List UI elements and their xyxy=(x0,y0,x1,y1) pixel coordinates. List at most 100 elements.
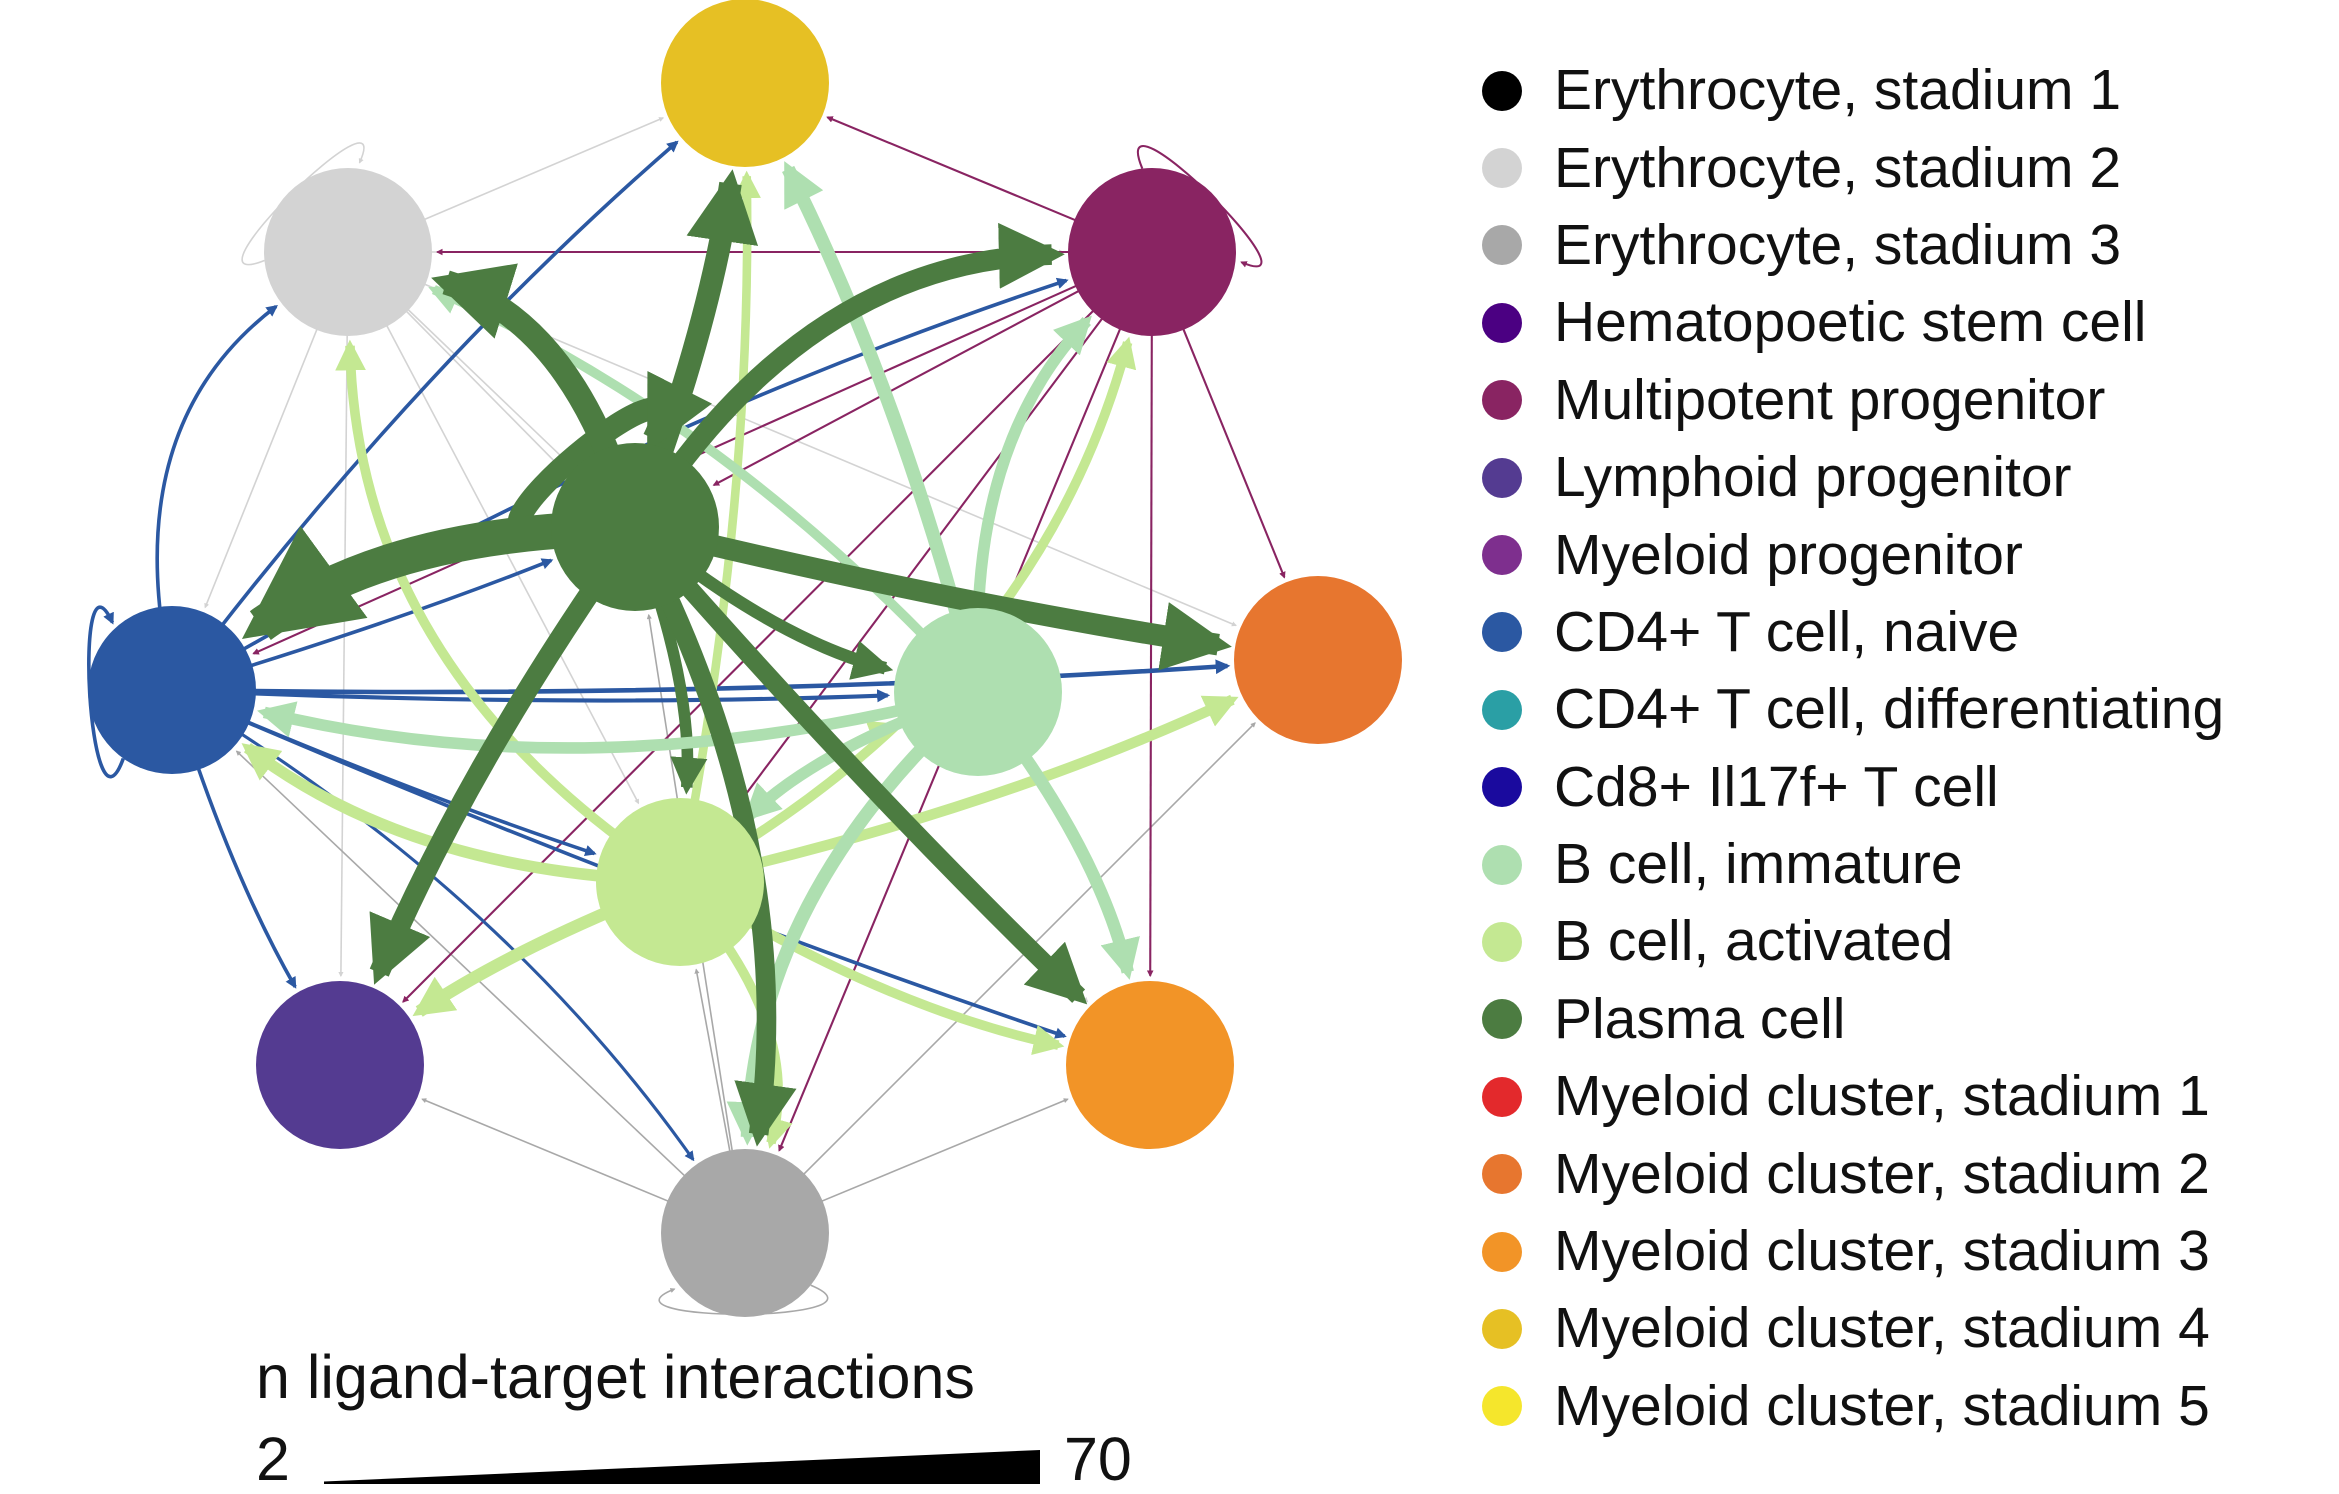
legend-item: Lymphoid progenitor xyxy=(1482,439,2332,516)
legend-swatch xyxy=(1482,1308,1522,1349)
node-my4 xyxy=(661,0,829,167)
legend-item: Myeloid progenitor xyxy=(1482,516,2332,593)
edge-cd4n-to-my2 xyxy=(222,659,1231,695)
node-ery3 xyxy=(661,1149,829,1317)
legend-item: Myeloid cluster, stadium 4 xyxy=(1482,1290,2332,1367)
legend-item: CD4+ T cell, differentiating xyxy=(1482,671,2332,748)
edge-cd4n-to-ery2 xyxy=(155,305,278,641)
edge-ery2-to-cd4n xyxy=(204,298,330,609)
legend-item: Plasma cell xyxy=(1482,981,2332,1058)
legend-label: Lymphoid progenitor xyxy=(1554,445,2072,510)
edge-bact-to-cd4n xyxy=(241,743,631,885)
legend-item: Cd8+ Il17f+ T cell xyxy=(1482,749,2332,826)
edge-ery3-to-cd4n xyxy=(235,750,709,1199)
legend-swatch xyxy=(1482,999,1522,1040)
edge-plasma-to-bimm xyxy=(671,552,894,680)
legend-swatch xyxy=(1482,302,1522,343)
legend-swatch xyxy=(1482,1154,1522,1195)
edge-ery3-to-my3 xyxy=(791,1098,1069,1215)
legend-swatch xyxy=(1482,689,1522,730)
legend-swatch xyxy=(1482,1076,1522,1117)
legend-item: Erythrocyte, stadium 1 xyxy=(1482,52,2332,129)
node-bact xyxy=(596,798,764,966)
edge-plasma-to-mpp xyxy=(655,222,1065,492)
edge-plasma-to-lymph xyxy=(369,562,615,985)
legend-label: Cd8+ Il17f+ T cell xyxy=(1554,754,1999,819)
edge-bimm-to-mpp xyxy=(972,315,1092,642)
legend-label: B cell, activated xyxy=(1554,909,1954,974)
legend-label: Myeloid cluster, stadium 5 xyxy=(1554,1373,2210,1438)
legend-label: Hematopoetic stem cell xyxy=(1554,290,2147,355)
node-layer xyxy=(88,0,1402,1317)
legend-label: Erythrocyte, stadium 1 xyxy=(1554,58,2122,123)
edge-ery3-to-lymph xyxy=(421,1098,699,1215)
legend-swatch xyxy=(1482,1231,1522,1272)
edge-cd4n-to-plasma xyxy=(219,558,554,677)
scale-wedge xyxy=(324,1450,1040,1484)
legend-label: B cell, immature xyxy=(1554,832,1963,897)
legend-label: Myeloid cluster, stadium 3 xyxy=(1554,1219,2210,1284)
legend-item: Erythrocyte, stadium 3 xyxy=(1482,207,2332,284)
edge-ery2-to-plasma xyxy=(383,286,572,467)
node-plasma xyxy=(551,443,719,611)
legend-item: Erythrocyte, stadium 2 xyxy=(1482,129,2332,206)
edge-mpp-to-my2 xyxy=(1170,298,1286,579)
edge-bimm-to-my4 xyxy=(782,161,972,646)
legend-label: CD4+ T cell, naive xyxy=(1554,599,2020,664)
legend-label: Myeloid cluster, stadium 4 xyxy=(1554,1296,2210,1361)
legend-swatch xyxy=(1482,612,1522,653)
legend-swatch xyxy=(1482,70,1522,111)
legend-item: Multipotent progenitor xyxy=(1482,362,2332,439)
legend-swatch xyxy=(1482,225,1522,266)
legend-item: B cell, immature xyxy=(1482,826,2332,903)
legend-item: B cell, activated xyxy=(1482,903,2332,980)
edge-cd4n-to-lymph xyxy=(186,737,297,989)
legend-swatch xyxy=(1482,921,1522,962)
edge-ery2-to-lymph xyxy=(338,302,349,978)
edge-ery2-to-my4 xyxy=(394,117,665,233)
edge-plasma-to-cd4n xyxy=(241,511,586,640)
legend-item: Myeloid cluster, stadium 3 xyxy=(1482,1213,2332,1290)
legend-label: Myeloid cluster, stadium 1 xyxy=(1554,1064,2210,1129)
node-mpp xyxy=(1068,168,1236,336)
legend-swatch xyxy=(1482,1386,1522,1427)
legend-swatch xyxy=(1482,844,1522,885)
node-ery2 xyxy=(264,168,432,336)
node-bimm xyxy=(894,608,1062,776)
edge-bact-to-lymph xyxy=(412,895,636,1017)
edge-bact-to-my4 xyxy=(684,170,761,834)
legend-swatch xyxy=(1482,148,1522,189)
legend-label: CD4+ T cell, differentiating xyxy=(1554,677,2225,742)
edge-bimm-to-my3 xyxy=(1002,729,1140,980)
scale-title: n ligand-target interactions xyxy=(256,1343,975,1411)
edge-cd4n-to-ery3 xyxy=(213,715,695,1162)
edge-ery2-to-bact xyxy=(370,296,640,805)
node-my3 xyxy=(1066,981,1234,1149)
edge-bact-to-ery2 xyxy=(335,339,642,857)
cell-interaction-network xyxy=(87,0,1402,1317)
legend-item: Hematopoetic stem cell xyxy=(1482,284,2332,361)
legend-item: Myeloid cluster, stadium 1 xyxy=(1482,1058,2332,1135)
legend-item: CD4+ T cell, naive xyxy=(1482,594,2332,671)
node-cd4n xyxy=(88,606,256,774)
scale-wedge-shape xyxy=(324,1450,1040,1484)
legend-swatch xyxy=(1482,380,1522,421)
edge-layer xyxy=(87,116,1286,1316)
node-my2 xyxy=(1234,576,1402,744)
node-lymph xyxy=(256,981,424,1149)
legend: Erythrocyte, stadium 1 Erythrocyte, stadi… xyxy=(1482,52,2332,1445)
legend-swatch xyxy=(1482,767,1522,808)
legend-swatch xyxy=(1482,457,1522,498)
edge-mpp-to-my3 xyxy=(1146,302,1154,978)
legend-item: Myeloid cluster, stadium 5 xyxy=(1482,1368,2332,1445)
scale-max-label: 70 xyxy=(1064,1425,1132,1493)
legend-label: Erythrocyte, stadium 3 xyxy=(1554,212,2122,277)
legend-swatch xyxy=(1482,535,1522,576)
edge-bact-to-my2 xyxy=(727,694,1239,876)
edge-plasma-to-my2 xyxy=(681,528,1232,671)
edge-plasma-to-ery2 xyxy=(431,263,630,484)
edge-bimm-to-cd4n xyxy=(257,697,931,754)
legend-label: Multipotent progenitor xyxy=(1554,367,2106,432)
edge-bimm-to-ery3 xyxy=(726,722,948,1146)
scale-min-label: 2 xyxy=(256,1425,290,1493)
